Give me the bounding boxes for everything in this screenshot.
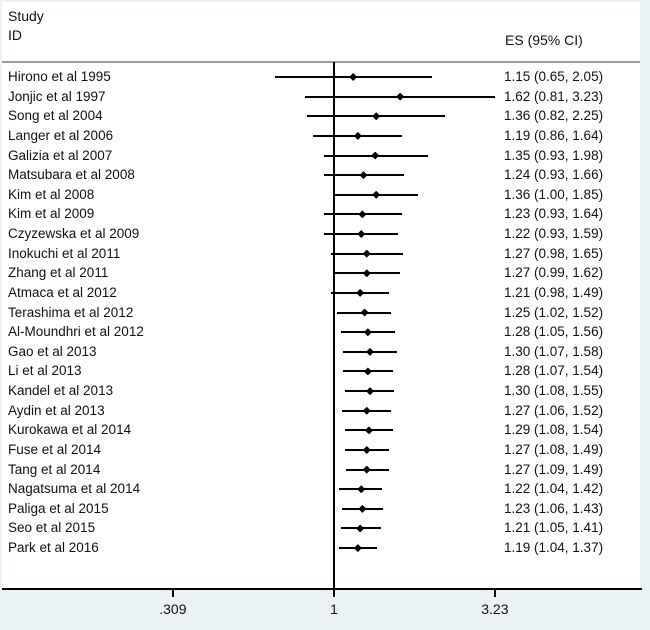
study-label: Matsubara et al 2008 [8,167,135,183]
es-diamond-marker [356,524,365,533]
study-label: Kim et al 2008 [8,186,95,202]
es-ci-value: 1.27 (1.08, 1.49) [504,441,604,457]
es-diamond-marker [353,544,362,553]
study-label: Atmaca et al 2012 [8,284,117,300]
es-ci-value: 1.19 (1.04, 1.37) [504,540,604,556]
es-diamond-marker [364,426,373,435]
study-label: Kim et al 2009 [8,206,95,222]
es-diamond-marker [362,406,371,415]
study-label: Gao et al 2013 [8,343,97,359]
es-diamond-marker [363,328,372,337]
es-diamond-marker [360,308,369,317]
study-label: Langer et al 2006 [8,127,114,143]
study-label: Seo et al 2015 [8,520,96,536]
es-ci-value: 1.29 (1.08, 1.54) [504,422,604,438]
es-diamond-marker [357,485,366,494]
study-label: Aydin et al 2013 [8,402,105,418]
study-header-line2: ID [8,27,22,43]
study-label: Kurokawa et al 2014 [8,422,132,438]
es-ci-value: 1.30 (1.08, 1.55) [504,383,604,399]
es-diamond-marker [357,230,366,239]
es-ci-value: 1.27 (1.06, 1.52) [504,402,604,418]
plot-background [2,2,640,590]
study-label: Nagatsuma et al 2014 [8,481,141,497]
es-ci-value: 1.30 (1.07, 1.58) [504,343,604,359]
es-diamond-marker [356,288,365,297]
es-diamond-marker [353,131,362,140]
x-axis-tick [333,590,335,597]
study-label: Tang et al 2014 [8,461,101,477]
es-ci-value: 1.36 (0.82, 2.25) [504,108,604,124]
es-diamond-marker [363,367,372,376]
study-label: Song et al 2004 [8,108,103,124]
es-diamond-marker [349,73,358,81]
es-ci-value: 1.28 (1.07, 1.54) [504,363,604,379]
study-label: Jonjic et al 1997 [8,88,106,104]
study-label: Zhang et al 2011 [8,265,109,281]
study-header-line1: Study [8,8,44,24]
x-axis-tick [171,590,174,597]
study-label: Kandel et al 2013 [8,383,114,399]
es-diamond-marker [358,504,367,513]
study-label: Paliga et al 2015 [8,500,109,516]
study-label: Terashima et al 2012 [8,304,134,320]
es-diamond-marker [359,171,368,180]
x-axis-tick-label: 3.23 [481,601,509,617]
es-ci-value: 1.27 (0.99, 1.62) [504,265,604,281]
es-ci-value: 1.22 (1.04, 1.42) [504,481,604,497]
es-diamond-marker [365,387,374,396]
study-label: Galizia et al 2007 [8,147,113,163]
es-diamond-marker [362,465,371,474]
study-label: Al-Moundhri et al 2012 [8,324,144,340]
es-ci-value: 1.23 (1.06, 1.43) [504,500,604,516]
x-axis-line [2,588,642,590]
es-ci-value: 1.23 (0.93, 1.64) [504,206,604,222]
es-diamond-marker [362,249,371,258]
es-ci-value: 1.62 (0.81, 3.23) [504,88,604,104]
es-diamond-marker [358,210,367,219]
es-ci-value: 1.21 (1.05, 1.41) [504,520,604,536]
null-reference-line [333,62,335,597]
es-ci-value: 1.15 (0.65, 2.05) [504,69,604,84]
es-ci-value: 1.27 (1.09, 1.49) [504,461,604,477]
es-ci-value: 1.36 (1.00, 1.85) [504,186,604,202]
x-axis-tick [493,590,496,597]
x-axis-tick-label: .309 [159,601,187,617]
es-diamond-marker [372,190,381,199]
study-label: Hirono et al 1995 [8,69,111,84]
es-ci-value: 1.24 (0.93, 1.66) [504,167,604,183]
header-separator-line [2,61,640,63]
study-label: Fuse et al 2014 [8,441,102,457]
study-label: Park et al 2016 [8,540,99,556]
es-diamond-marker [396,92,405,101]
study-label: Czyzewska et al 2009 [8,226,140,242]
es-ci-value: 1.35 (0.93, 1.98) [504,147,604,163]
study-label: Inokuchi et al 2011 [8,245,121,261]
es-diamond-marker [362,269,371,278]
es-ci-value: 1.19 (0.86, 1.64) [504,127,604,143]
es-diamond-marker [365,347,374,356]
es-ci-value: 1.25 (1.02, 1.52) [504,304,604,320]
es-ci-value: 1.21 (0.98, 1.49) [504,284,604,300]
es-diamond-marker [372,112,381,121]
x-axis-tick-label: 1 [330,601,338,617]
es-diamond-marker [362,445,371,454]
study-label: Li et al 2013 [8,363,82,379]
es-ci-value: 1.22 (0.93, 1.59) [504,226,604,242]
es-diamond-marker [371,151,380,160]
es-ci-value: 1.27 (0.98, 1.65) [504,245,604,261]
es-ci-value: 1.28 (1.05, 1.56) [504,324,604,340]
es-ci-column-header: ES (95% CI) [505,32,583,48]
